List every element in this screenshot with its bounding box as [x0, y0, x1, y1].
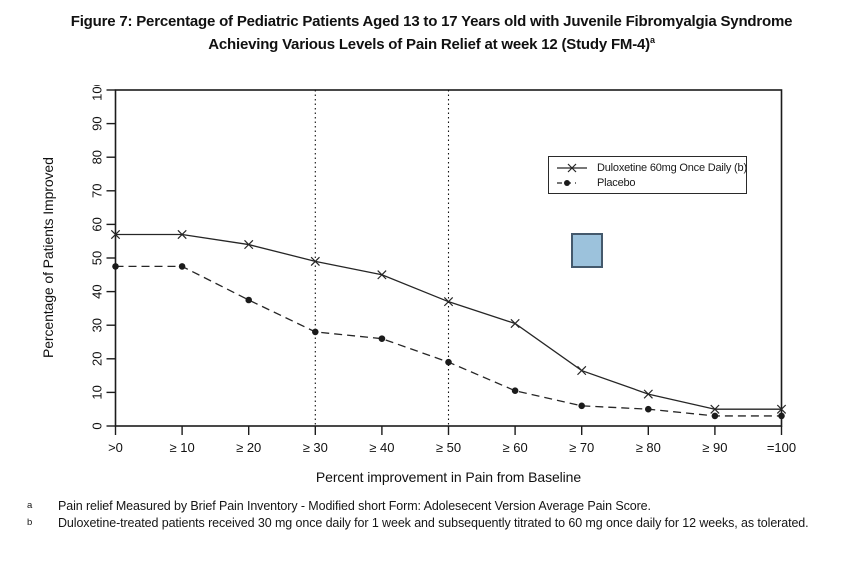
- highlight-square-overlay[interactable]: [571, 233, 603, 268]
- svg-text:90: 90: [90, 116, 105, 130]
- svg-text:20: 20: [90, 352, 105, 366]
- svg-text:≥ 60: ≥ 60: [502, 440, 527, 455]
- svg-text:≥ 40: ≥ 40: [369, 440, 394, 455]
- svg-text:70: 70: [90, 184, 105, 198]
- footnote-b: b Duloxetine-treated patients received 3…: [27, 515, 849, 532]
- svg-text:≥ 90: ≥ 90: [702, 440, 727, 455]
- chart-legend: Duloxetine 60mg Once Daily (b) Placebo: [548, 156, 747, 194]
- figure-title-line2: Achieving Various Levels of Pain Relief …: [208, 35, 655, 54]
- svg-text:30: 30: [90, 318, 105, 332]
- footnote-b-marker: b: [27, 517, 33, 528]
- svg-text:80: 80: [90, 150, 105, 164]
- x-axis-title: Percent improvement in Pain from Baselin…: [315, 469, 582, 485]
- legend-item-placebo: Placebo: [556, 176, 740, 190]
- svg-text:60: 60: [90, 217, 105, 231]
- svg-text:50: 50: [90, 251, 105, 265]
- svg-text:100: 100: [90, 85, 105, 101]
- svg-text:40: 40: [90, 284, 105, 298]
- figure-title: Figure 7: Percentage of Pediatric Patien…: [0, 10, 863, 56]
- dashed-line-dot-marker-icon: [557, 180, 576, 186]
- svg-text:=100: =100: [767, 440, 796, 455]
- legend-label-placebo: Placebo: [597, 177, 636, 189]
- legend-label-duloxetine: Duloxetine 60mg Once Daily (b): [597, 162, 747, 174]
- svg-text:>0: >0: [108, 440, 123, 455]
- solid-line-x-marker-icon: [557, 163, 587, 173]
- footnote-b-text: Duloxetine-treated patients received 30 …: [58, 516, 809, 530]
- svg-text:≥ 80: ≥ 80: [636, 440, 661, 455]
- svg-text:0: 0: [90, 422, 105, 429]
- svg-text:≥ 50: ≥ 50: [436, 440, 461, 455]
- footnote-a-marker: a: [27, 500, 33, 511]
- legend-item-duloxetine: Duloxetine 60mg Once Daily (b): [556, 161, 747, 175]
- svg-text:≥ 70: ≥ 70: [569, 440, 594, 455]
- footnote-a: a Pain relief Measured by Brief Pain Inv…: [27, 498, 849, 515]
- svg-text:≥ 30: ≥ 30: [303, 440, 328, 455]
- svg-text:10: 10: [90, 385, 105, 399]
- footnote-a-text: Pain relief Measured by Brief Pain Inven…: [58, 499, 651, 513]
- title-footnote-marker: a: [649, 35, 655, 45]
- figure-title-line1: Figure 7: Percentage of Pediatric Patien…: [70, 13, 793, 30]
- chart-canvas: 0 10 20 30 40 50 60 70 80 90 100 >0 ≥ 10 ≥ 20 ≥ 30 ≥ 40…: [90, 85, 797, 455]
- footnotes: a Pain relief Measured by Brief Pain Inv…: [27, 498, 849, 532]
- svg-text:≥ 10: ≥ 10: [169, 440, 194, 455]
- svg-text:≥ 20: ≥ 20: [236, 440, 261, 455]
